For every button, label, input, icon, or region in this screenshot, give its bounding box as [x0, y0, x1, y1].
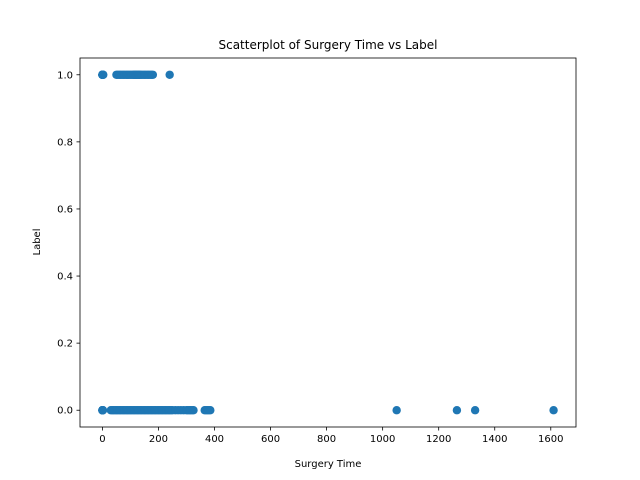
data-point — [392, 406, 401, 415]
y-tick-label: 0.8 — [57, 137, 73, 148]
x-tick-label: 1400 — [482, 434, 507, 445]
data-point — [470, 406, 480, 415]
data-points — [98, 70, 558, 415]
x-axis-ticks: 0 200 400 600 800 1000 1200 1400 1600 — [99, 427, 564, 445]
x-tick-label: 400 — [205, 434, 224, 445]
data-point — [452, 406, 462, 415]
data-point — [189, 406, 198, 415]
x-tick-label: 800 — [317, 434, 336, 445]
chart-title: Scatterplot of Surgery Time vs Label — [218, 38, 437, 52]
y-tick-label: 0.6 — [57, 204, 73, 215]
x-tick-label: 600 — [261, 434, 280, 445]
data-point — [99, 70, 108, 79]
y-tick-label: 0.0 — [57, 406, 73, 417]
x-tick-label: 200 — [149, 434, 168, 445]
y-tick-label: 0.2 — [57, 339, 73, 350]
data-point — [206, 406, 215, 415]
data-point — [165, 70, 174, 79]
x-tick-label: 1200 — [426, 434, 451, 445]
data-point — [148, 70, 158, 79]
x-tick-label: 1000 — [370, 434, 395, 445]
data-point — [549, 406, 558, 415]
x-tick-label: 1600 — [538, 434, 563, 445]
y-axis-label: Label — [32, 229, 43, 256]
y-tick-label: 1.0 — [57, 70, 73, 81]
x-tick-label: 0 — [99, 434, 105, 445]
x-axis-label: Surgery Time — [295, 459, 362, 470]
y-axis-ticks: 0.0 0.2 0.4 0.6 0.8 1.0 — [57, 70, 80, 417]
data-point — [98, 406, 108, 415]
plot-frame — [79, 57, 577, 428]
y-tick-label: 0.4 — [57, 272, 73, 283]
